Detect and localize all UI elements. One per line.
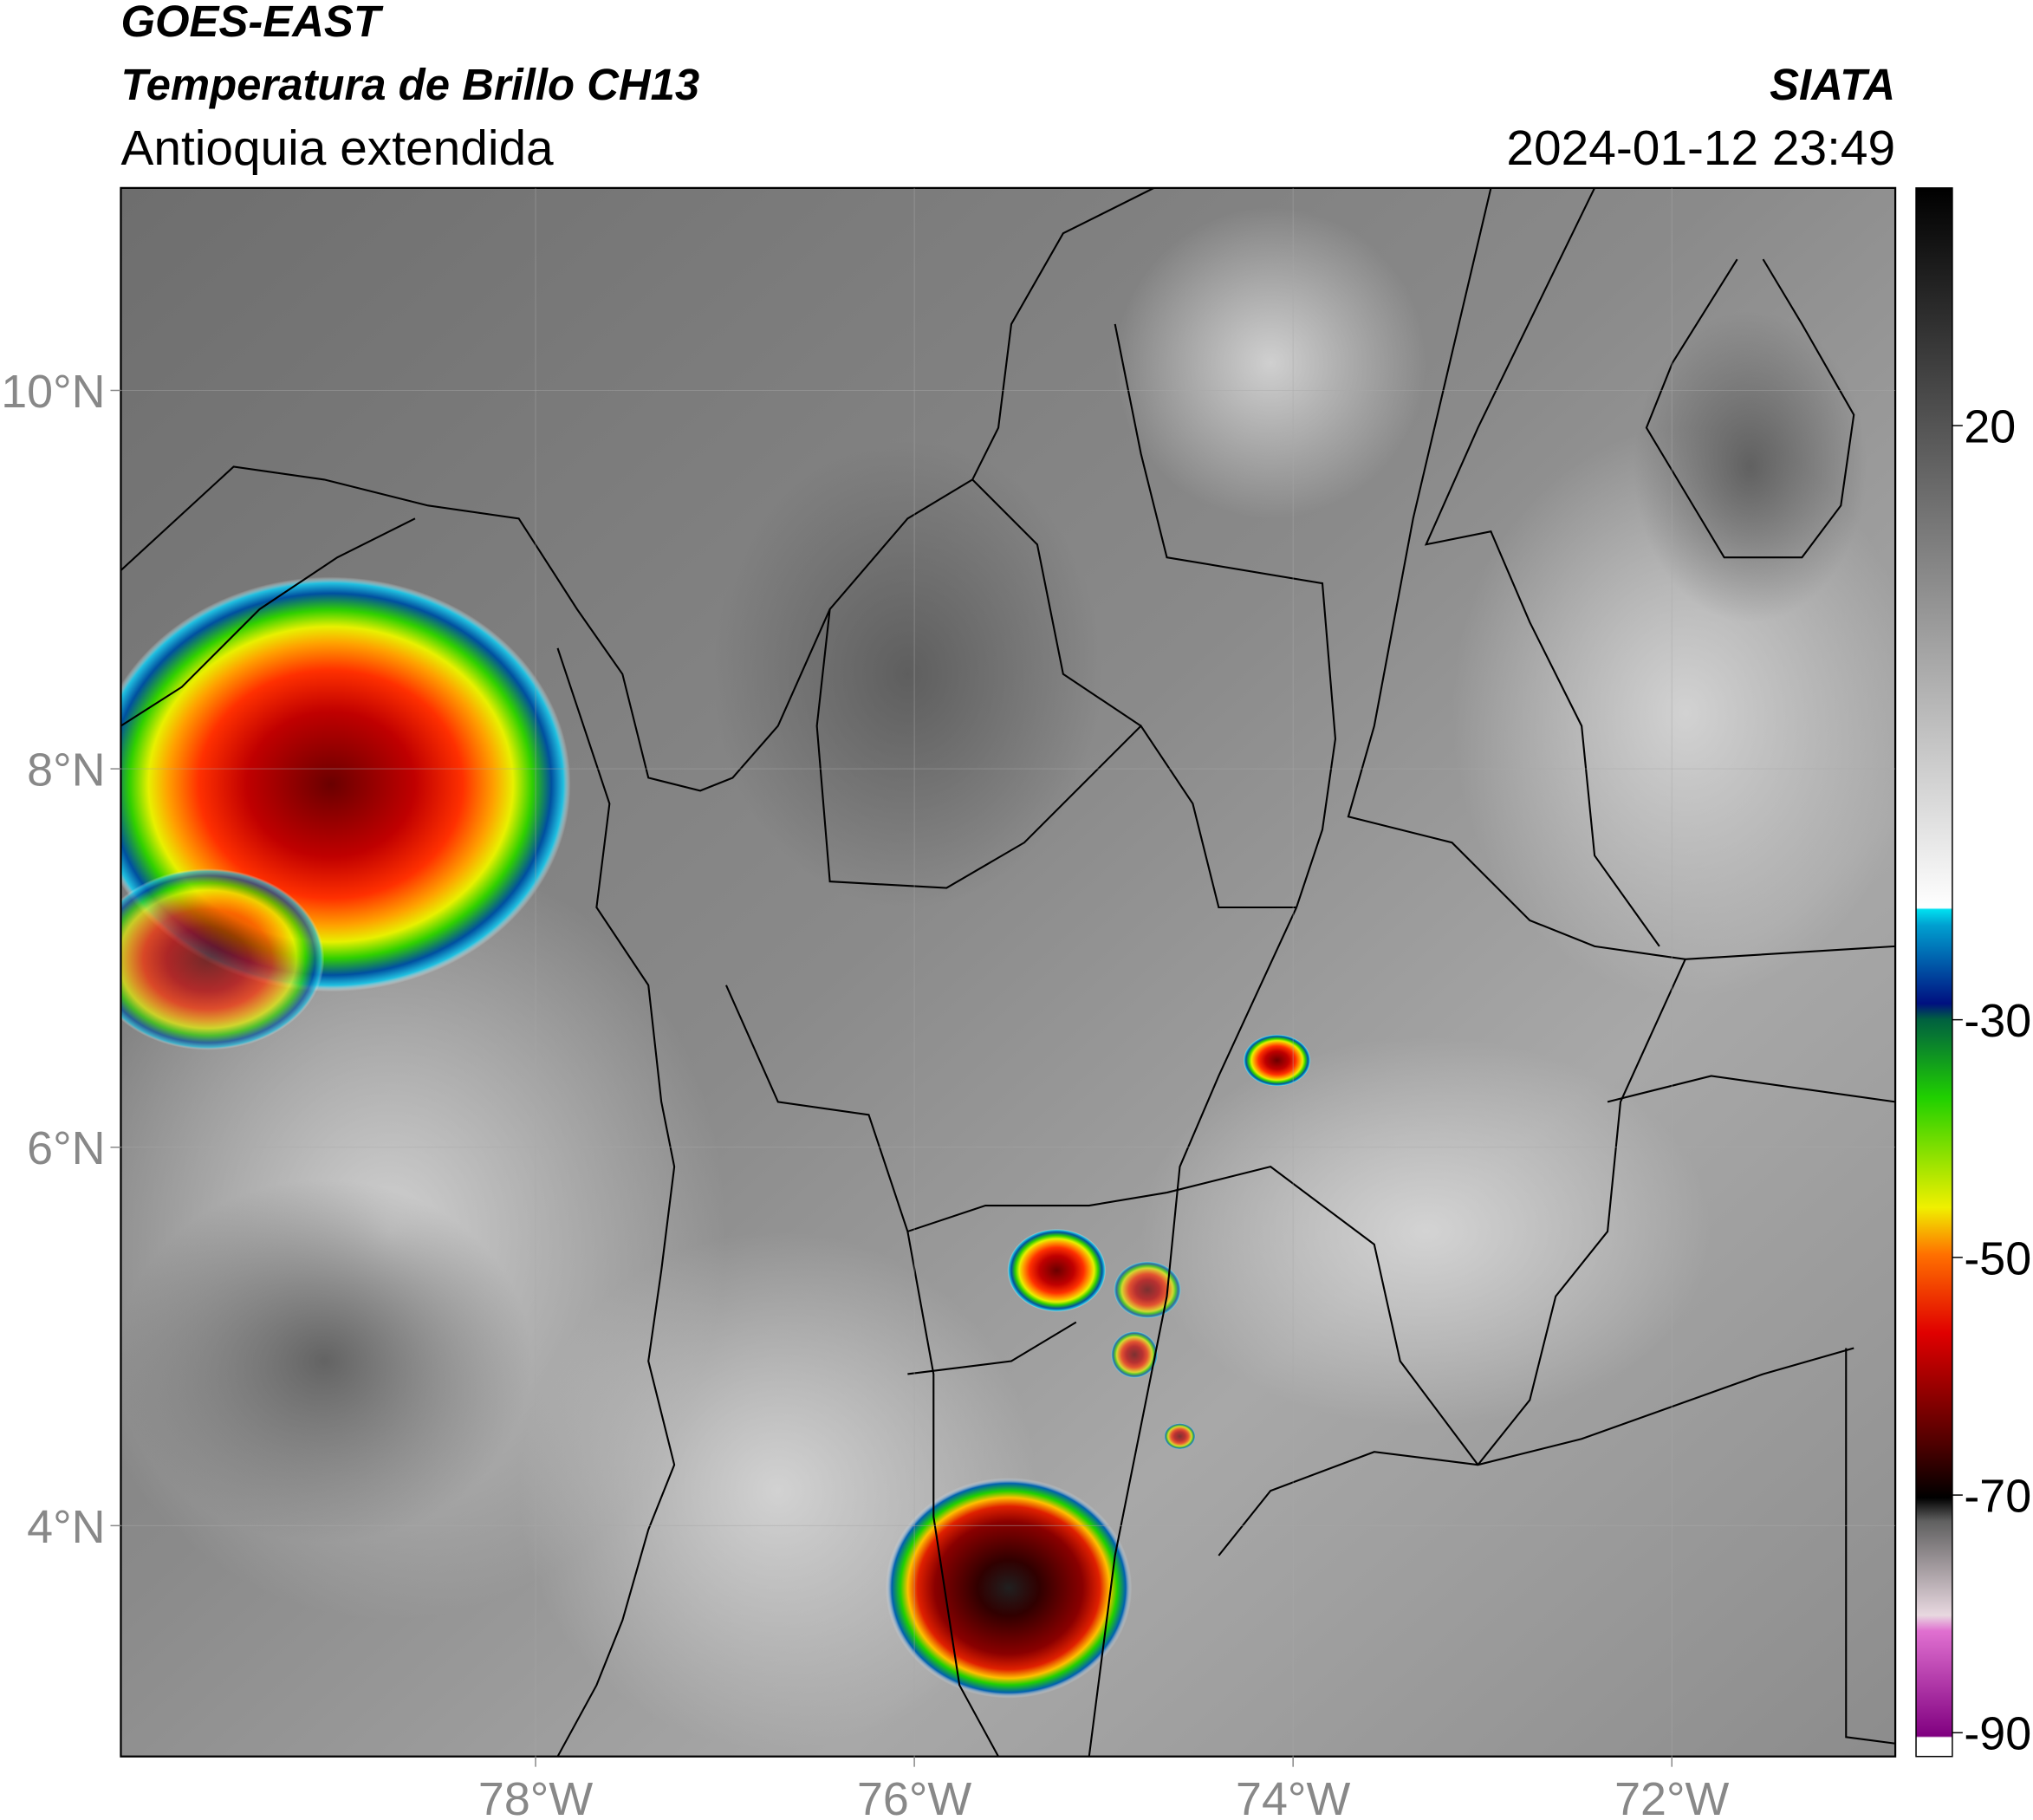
borders <box>120 187 1896 1757</box>
storm-cell <box>1111 1331 1159 1378</box>
storm-cell <box>1243 1034 1311 1087</box>
cloud <box>120 1180 532 1543</box>
cloud <box>713 440 1102 908</box>
colorbar-tick-label: -90 <box>1964 1708 2031 1760</box>
y-tick-label: 4°N <box>27 1501 105 1553</box>
organization: SIATA <box>1770 60 1895 109</box>
x-tick-label: 78°W <box>478 1773 593 1820</box>
x-tick-label: 76°W <box>857 1773 971 1820</box>
map-frame <box>120 186 1897 1758</box>
storm-cell <box>885 1478 1133 1699</box>
storm-cell <box>1007 1228 1107 1312</box>
datetime: 2024-01-12 23:49 <box>1506 121 1895 176</box>
colorbar-tick-label: 20 <box>1964 401 2016 453</box>
colorbar-tick-label: -70 <box>1964 1471 2031 1523</box>
colorbar-tick-label: -50 <box>1964 1232 2031 1284</box>
title-line1: GOES-EAST <box>120 0 383 46</box>
storm-cell <box>120 868 325 1050</box>
cloud <box>1633 310 1867 622</box>
storm-cell <box>1114 1261 1181 1319</box>
storm-cell <box>1164 1423 1196 1450</box>
x-tick-label: 74°W <box>1236 1773 1350 1820</box>
y-tick-label: 8°N <box>27 744 105 796</box>
y-tick-label: 6°N <box>27 1122 105 1174</box>
x-tick-label: 72°W <box>1614 1773 1729 1820</box>
map <box>120 187 1896 1757</box>
subtitle: Antioquia extendida <box>120 121 554 176</box>
colorbar <box>1915 187 1953 1758</box>
y-tick-label: 10°N <box>1 366 105 418</box>
title-line2: Temperatura de Brillo CH13 <box>120 60 699 109</box>
colorbar-tick-label: -30 <box>1964 995 2031 1047</box>
cloud <box>1140 1037 1711 1427</box>
cloud <box>1114 207 1426 519</box>
